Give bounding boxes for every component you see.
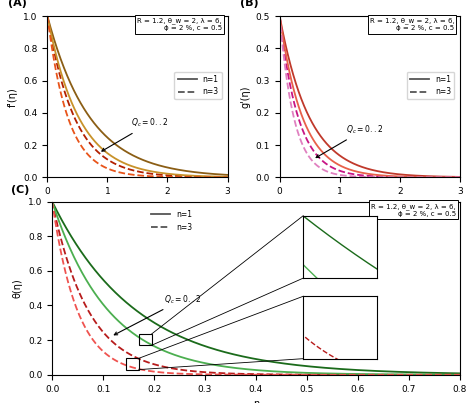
X-axis label: η: η (253, 399, 259, 403)
Bar (126, 358, 139, 370)
Legend: n=1, n=3: n=1, n=3 (174, 71, 222, 100)
Text: R = 1.2, θ_w = 2, λ = 6,
ϕ = 2 %, c = 0.5: R = 1.2, θ_w = 2, λ = 6, ϕ = 2 %, c = 0.… (137, 18, 222, 31)
Text: $Q_c=0..2$: $Q_c=0..2$ (102, 117, 169, 151)
Text: (C): (C) (11, 185, 30, 195)
Text: (B): (B) (240, 0, 259, 8)
X-axis label: η: η (366, 202, 373, 212)
Y-axis label: f'(η): f'(η) (8, 87, 18, 107)
Text: R = 1.2, θ_w = 2, λ = 6,
ϕ = 2 %, c = 0.5: R = 1.2, θ_w = 2, λ = 6, ϕ = 2 %, c = 0.… (371, 203, 456, 217)
Y-axis label: θ(η): θ(η) (12, 278, 22, 298)
Text: R = 1.2, θ_w = 2, λ = 6,
ϕ = 2 %, c = 0.5: R = 1.2, θ_w = 2, λ = 6, ϕ = 2 %, c = 0.… (370, 18, 455, 31)
Text: (A): (A) (8, 0, 27, 8)
Text: $Q_c=0..2$: $Q_c=0..2$ (114, 293, 201, 335)
Y-axis label: g'(η): g'(η) (240, 85, 250, 108)
Legend: n=1, n=3: n=1, n=3 (147, 207, 195, 235)
Legend: n=1, n=3: n=1, n=3 (407, 71, 454, 100)
Text: $Q_c=0..2$: $Q_c=0..2$ (316, 123, 383, 158)
Bar (139, 334, 152, 345)
X-axis label: η: η (134, 202, 141, 212)
